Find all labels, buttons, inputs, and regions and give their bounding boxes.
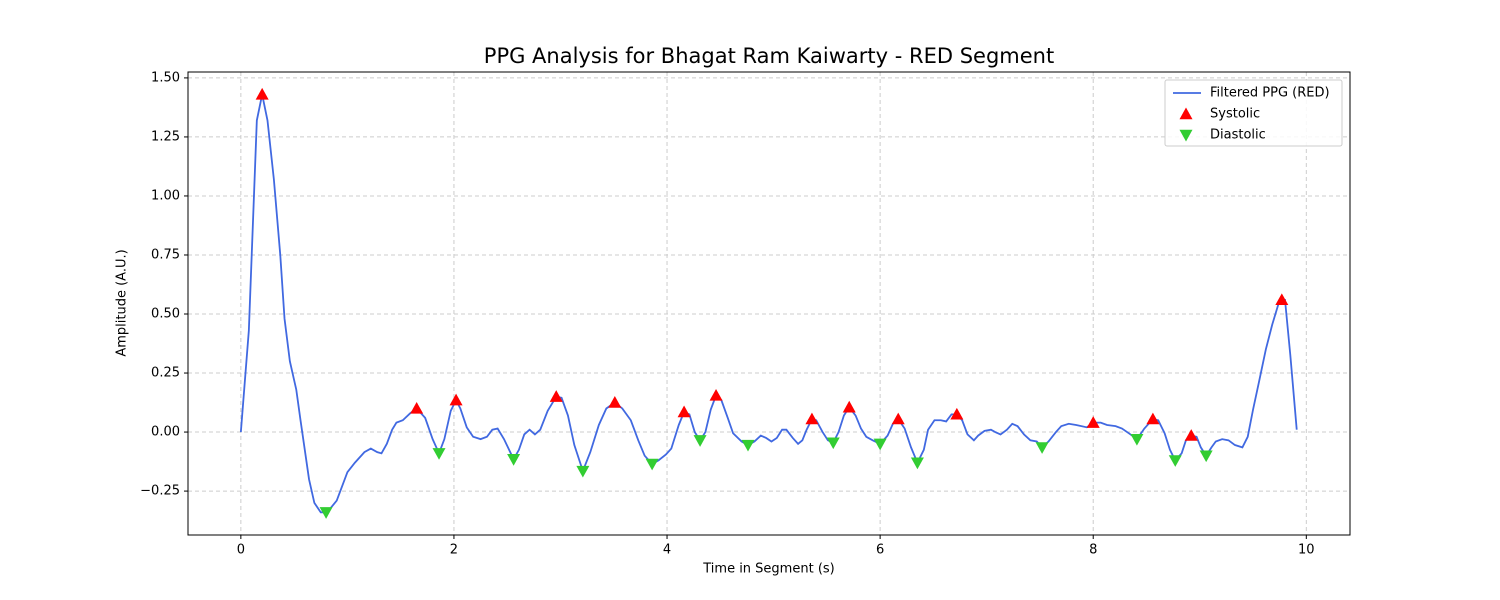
peak-marker bbox=[950, 407, 964, 420]
peak-marker bbox=[1086, 416, 1100, 428]
peak-marker bbox=[741, 439, 755, 452]
plot-frame bbox=[187, 71, 1351, 536]
peak-marker bbox=[805, 412, 819, 425]
peak-marker bbox=[891, 412, 905, 425]
data-line bbox=[239, 94, 1298, 514]
x-axis-label: Time in Segment (s) bbox=[702, 562, 834, 577]
peak-marker bbox=[1199, 450, 1213, 463]
peak-marker bbox=[677, 405, 691, 418]
peak-marker bbox=[842, 400, 856, 413]
peak-marker bbox=[255, 87, 269, 100]
peak-marker bbox=[410, 401, 424, 414]
legend-label: Systolic bbox=[1210, 107, 1260, 122]
y-tick-label: 1.00 bbox=[151, 188, 180, 203]
x-tick-label: 8 bbox=[1089, 543, 1097, 558]
y-tick-label: 0.25 bbox=[151, 366, 180, 381]
peak-marker bbox=[507, 454, 521, 466]
peak-marker bbox=[549, 390, 563, 402]
peak-marker bbox=[693, 435, 707, 447]
x-tick-label: 2 bbox=[450, 543, 458, 558]
x-tick-label: 0 bbox=[237, 543, 245, 558]
peak-marker bbox=[449, 393, 463, 406]
y-tick-label: 0.75 bbox=[151, 247, 180, 262]
x-tick-label: 6 bbox=[876, 543, 884, 558]
peak-marker bbox=[1168, 455, 1182, 467]
legend-label: Diastolic bbox=[1210, 128, 1266, 143]
y-tick-label: 0.50 bbox=[151, 307, 180, 322]
legend-swatch bbox=[1179, 107, 1193, 120]
peak-marker bbox=[576, 465, 590, 478]
peak-marker bbox=[1035, 442, 1049, 454]
y-axis-label: Amplitude (A.U.) bbox=[115, 249, 130, 356]
legend-label: Filtered PPG (RED) bbox=[1210, 86, 1330, 101]
peak-marker bbox=[432, 448, 446, 460]
y-tick-label: 1.50 bbox=[151, 70, 180, 85]
peak-marker bbox=[910, 457, 924, 470]
peak-marker bbox=[826, 437, 840, 450]
y-tick-label: −0.25 bbox=[140, 484, 180, 499]
legend-box bbox=[1164, 79, 1343, 147]
peak-marker bbox=[319, 507, 333, 519]
y-tick-label: 0.00 bbox=[151, 425, 180, 440]
peak-marker bbox=[709, 388, 723, 401]
peak-marker bbox=[873, 438, 887, 451]
peak-marker bbox=[608, 396, 622, 408]
y-tick-label: 1.25 bbox=[151, 129, 180, 144]
x-tick-label: 4 bbox=[663, 543, 671, 558]
peak-marker bbox=[1184, 429, 1198, 441]
peak-marker bbox=[1146, 412, 1160, 425]
chart-title: PPG Analysis for Bhagat Ram Kaiwarty - R… bbox=[484, 44, 1054, 68]
legend-swatch bbox=[1179, 129, 1193, 142]
peak-marker bbox=[645, 458, 659, 471]
x-tick-label: 10 bbox=[1298, 543, 1315, 558]
peak-marker bbox=[1275, 293, 1289, 306]
peak-marker bbox=[1130, 433, 1144, 446]
